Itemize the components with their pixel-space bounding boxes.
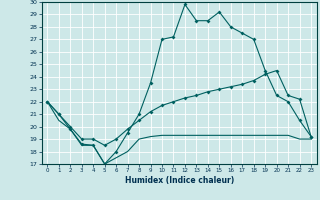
X-axis label: Humidex (Indice chaleur): Humidex (Indice chaleur): [124, 176, 234, 185]
